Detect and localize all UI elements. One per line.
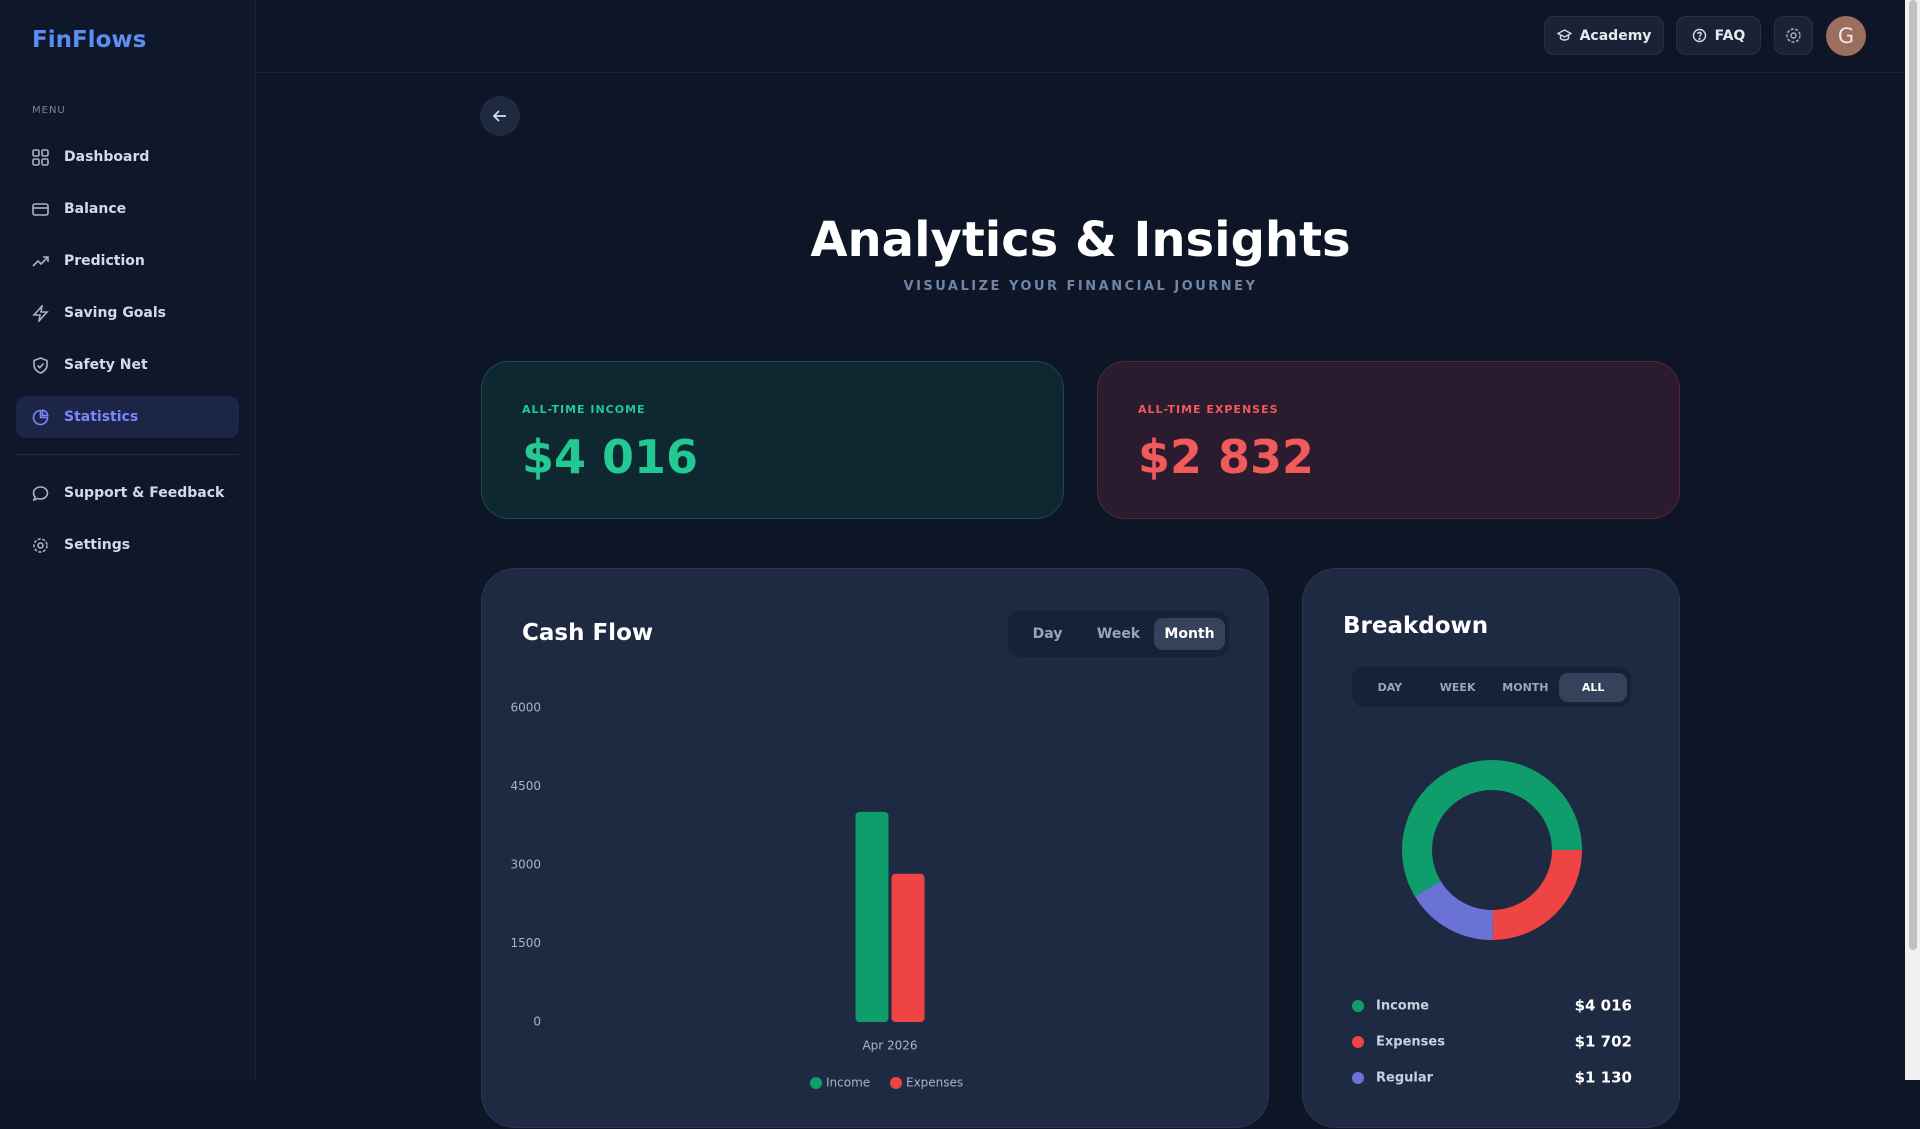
y-tick-label: 1500 (510, 936, 541, 950)
faq-button[interactable]: FAQ (1676, 16, 1761, 55)
button-label: Academy (1579, 27, 1652, 44)
nav-item[interactable]: Saving Goals (16, 292, 239, 334)
period-option[interactable]: MONTH (1502, 680, 1549, 694)
breakdown-card: Income $4 016 Expenses $1 702 Regular $1 130 … (1302, 568, 1680, 1128)
kpi-label: ALL-TIME INCOME (522, 403, 646, 416)
y-tick-label: 4500 (510, 779, 541, 793)
nav-item[interactable]: Settings (16, 524, 239, 566)
nav-item[interactable]: Dashboard (16, 136, 239, 178)
period-option-active[interactable]: Month (1154, 618, 1225, 650)
settings-button[interactable] (1774, 16, 1813, 55)
period-option[interactable]: WEEK (1439, 680, 1476, 694)
donut-segment (1402, 760, 1582, 897)
legend-label: Expenses (1376, 1035, 1445, 1050)
divider (16, 454, 239, 455)
legend-swatch (890, 1077, 902, 1089)
topbar (256, 0, 1905, 73)
bar (855, 811, 889, 1022)
nav-label: Settings (64, 537, 131, 553)
avatar[interactable]: G (1826, 16, 1866, 56)
legend-label: Regular (1376, 1071, 1434, 1086)
income-card: ALL-TIME INCOME $4 016 (481, 361, 1064, 519)
kpi-label: ALL-TIME EXPENSES (1138, 403, 1279, 416)
page-title: Analytics & Insights (810, 212, 1351, 268)
legend-value: $1 130 (1575, 1069, 1632, 1087)
period-option[interactable]: Day (1032, 626, 1063, 642)
period-toggle: DAY WEEK MONTH ALL (1352, 667, 1631, 707)
legend-swatch (810, 1077, 822, 1089)
donut-segment (1491, 849, 1582, 940)
scrollbar-thumb[interactable] (1909, 0, 1917, 950)
cash-flow-card: 0 1500 3000 4500 6000 Apr 2026 Income Expenses … (481, 568, 1269, 1128)
x-tick-label: Apr 2026 (862, 1039, 917, 1053)
legend-swatch (1352, 1000, 1364, 1012)
nav-label: Support & Feedback (64, 485, 225, 501)
page-subtitle: VISUALIZE YOUR FINANCIAL JOURNEY (903, 279, 1258, 294)
card-title: Breakdown (1343, 613, 1489, 639)
card-title: Cash Flow (522, 620, 654, 646)
legend-value: $4 016 (1575, 997, 1632, 1015)
button-label: FAQ (1714, 27, 1746, 44)
kpi-value: $2 832 (1138, 430, 1315, 484)
nav-label: Prediction (64, 253, 145, 269)
period-toggle: Day Week Month (1008, 611, 1229, 657)
nav-item[interactable]: Support & Feedback (16, 472, 239, 514)
nav-item[interactable]: Balance (16, 188, 239, 230)
kpi-value: $4 016 (522, 430, 699, 484)
menu-label: MENU (32, 105, 66, 116)
nav-label: Dashboard (64, 149, 150, 165)
y-tick-label: 0 (533, 1015, 541, 1029)
logo[interactable]: FinFlows (32, 27, 147, 53)
breakdown-chart: Income $4 016 Expenses $1 702 Regular $1 130 (1352, 760, 1632, 1087)
legend-value: $1 702 (1575, 1033, 1632, 1051)
period-option-active[interactable]: ALL (1559, 672, 1627, 702)
sidebar: FinFlows MENU Dashboard Balance Predicti… (0, 0, 256, 1080)
legend-label: Income (1376, 999, 1429, 1014)
nav-label: Safety Net (64, 357, 148, 373)
period-option[interactable]: DAY (1377, 680, 1403, 694)
nav-label: Balance (64, 201, 127, 217)
expenses-card: ALL-TIME EXPENSES $2 832 (1097, 361, 1680, 519)
legend-swatch (1352, 1036, 1364, 1048)
legend-label: Income (826, 1076, 870, 1090)
back-button[interactable] (480, 96, 520, 136)
legend-swatch (1352, 1072, 1364, 1084)
donut-segment (1414, 880, 1494, 940)
nav-item-active[interactable]: Statistics (16, 396, 239, 438)
nav-item[interactable]: Prediction (16, 240, 239, 282)
nav-label: Saving Goals (64, 305, 167, 321)
legend-label: Expenses (906, 1076, 963, 1090)
period-option[interactable]: Week (1096, 626, 1141, 642)
bar (891, 873, 925, 1022)
academy-button[interactable]: Academy (1544, 16, 1664, 55)
nav-item[interactable]: Safety Net (16, 344, 239, 386)
nav-label: Statistics (64, 409, 139, 425)
y-tick-label: 3000 (510, 858, 541, 872)
y-tick-label: 6000 (510, 701, 541, 715)
